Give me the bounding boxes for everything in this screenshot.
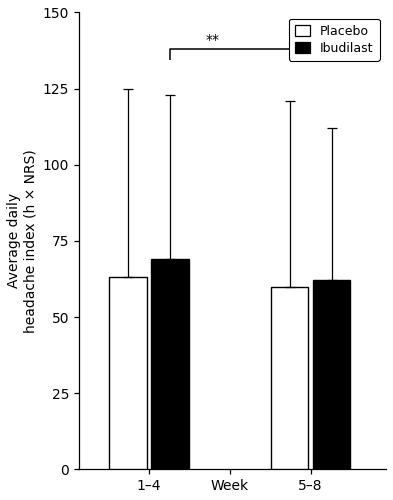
- Y-axis label: Average daily
headache index (h × NRS): Average daily headache index (h × NRS): [7, 149, 37, 333]
- Text: **: **: [206, 34, 220, 48]
- Bar: [271, 286, 309, 470]
- Bar: [109, 278, 147, 469]
- Legend: Placebo, Ibudilast: Placebo, Ibudilast: [289, 18, 380, 61]
- Bar: [151, 259, 189, 470]
- Bar: [313, 280, 351, 469]
